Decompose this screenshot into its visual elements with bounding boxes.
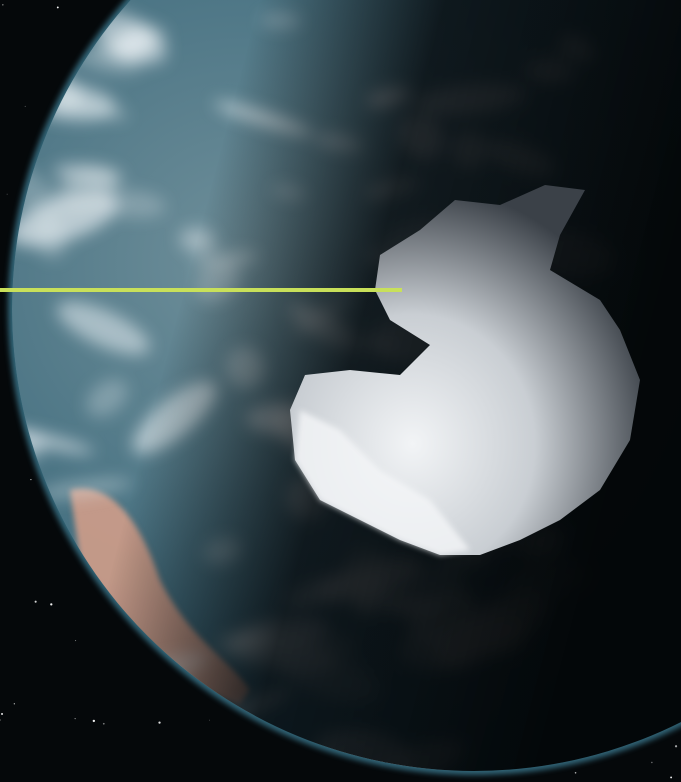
ice-highlight	[295, 410, 470, 555]
star	[34, 600, 37, 603]
star	[74, 718, 76, 720]
stars	[0, 4, 678, 779]
star	[75, 640, 77, 642]
star	[674, 745, 678, 748]
star	[574, 772, 577, 774]
star	[92, 719, 96, 723]
star	[13, 703, 15, 705]
star	[30, 478, 32, 481]
star	[24, 105, 26, 107]
star	[2, 4, 4, 6]
antarctica	[290, 185, 640, 555]
star	[158, 721, 161, 724]
star	[1, 712, 3, 715]
star	[209, 719, 210, 721]
star	[0, 719, 1, 721]
star	[56, 6, 59, 9]
star	[102, 722, 105, 725]
star	[651, 761, 653, 764]
star	[6, 193, 8, 195]
star	[670, 776, 673, 779]
star	[50, 603, 53, 606]
